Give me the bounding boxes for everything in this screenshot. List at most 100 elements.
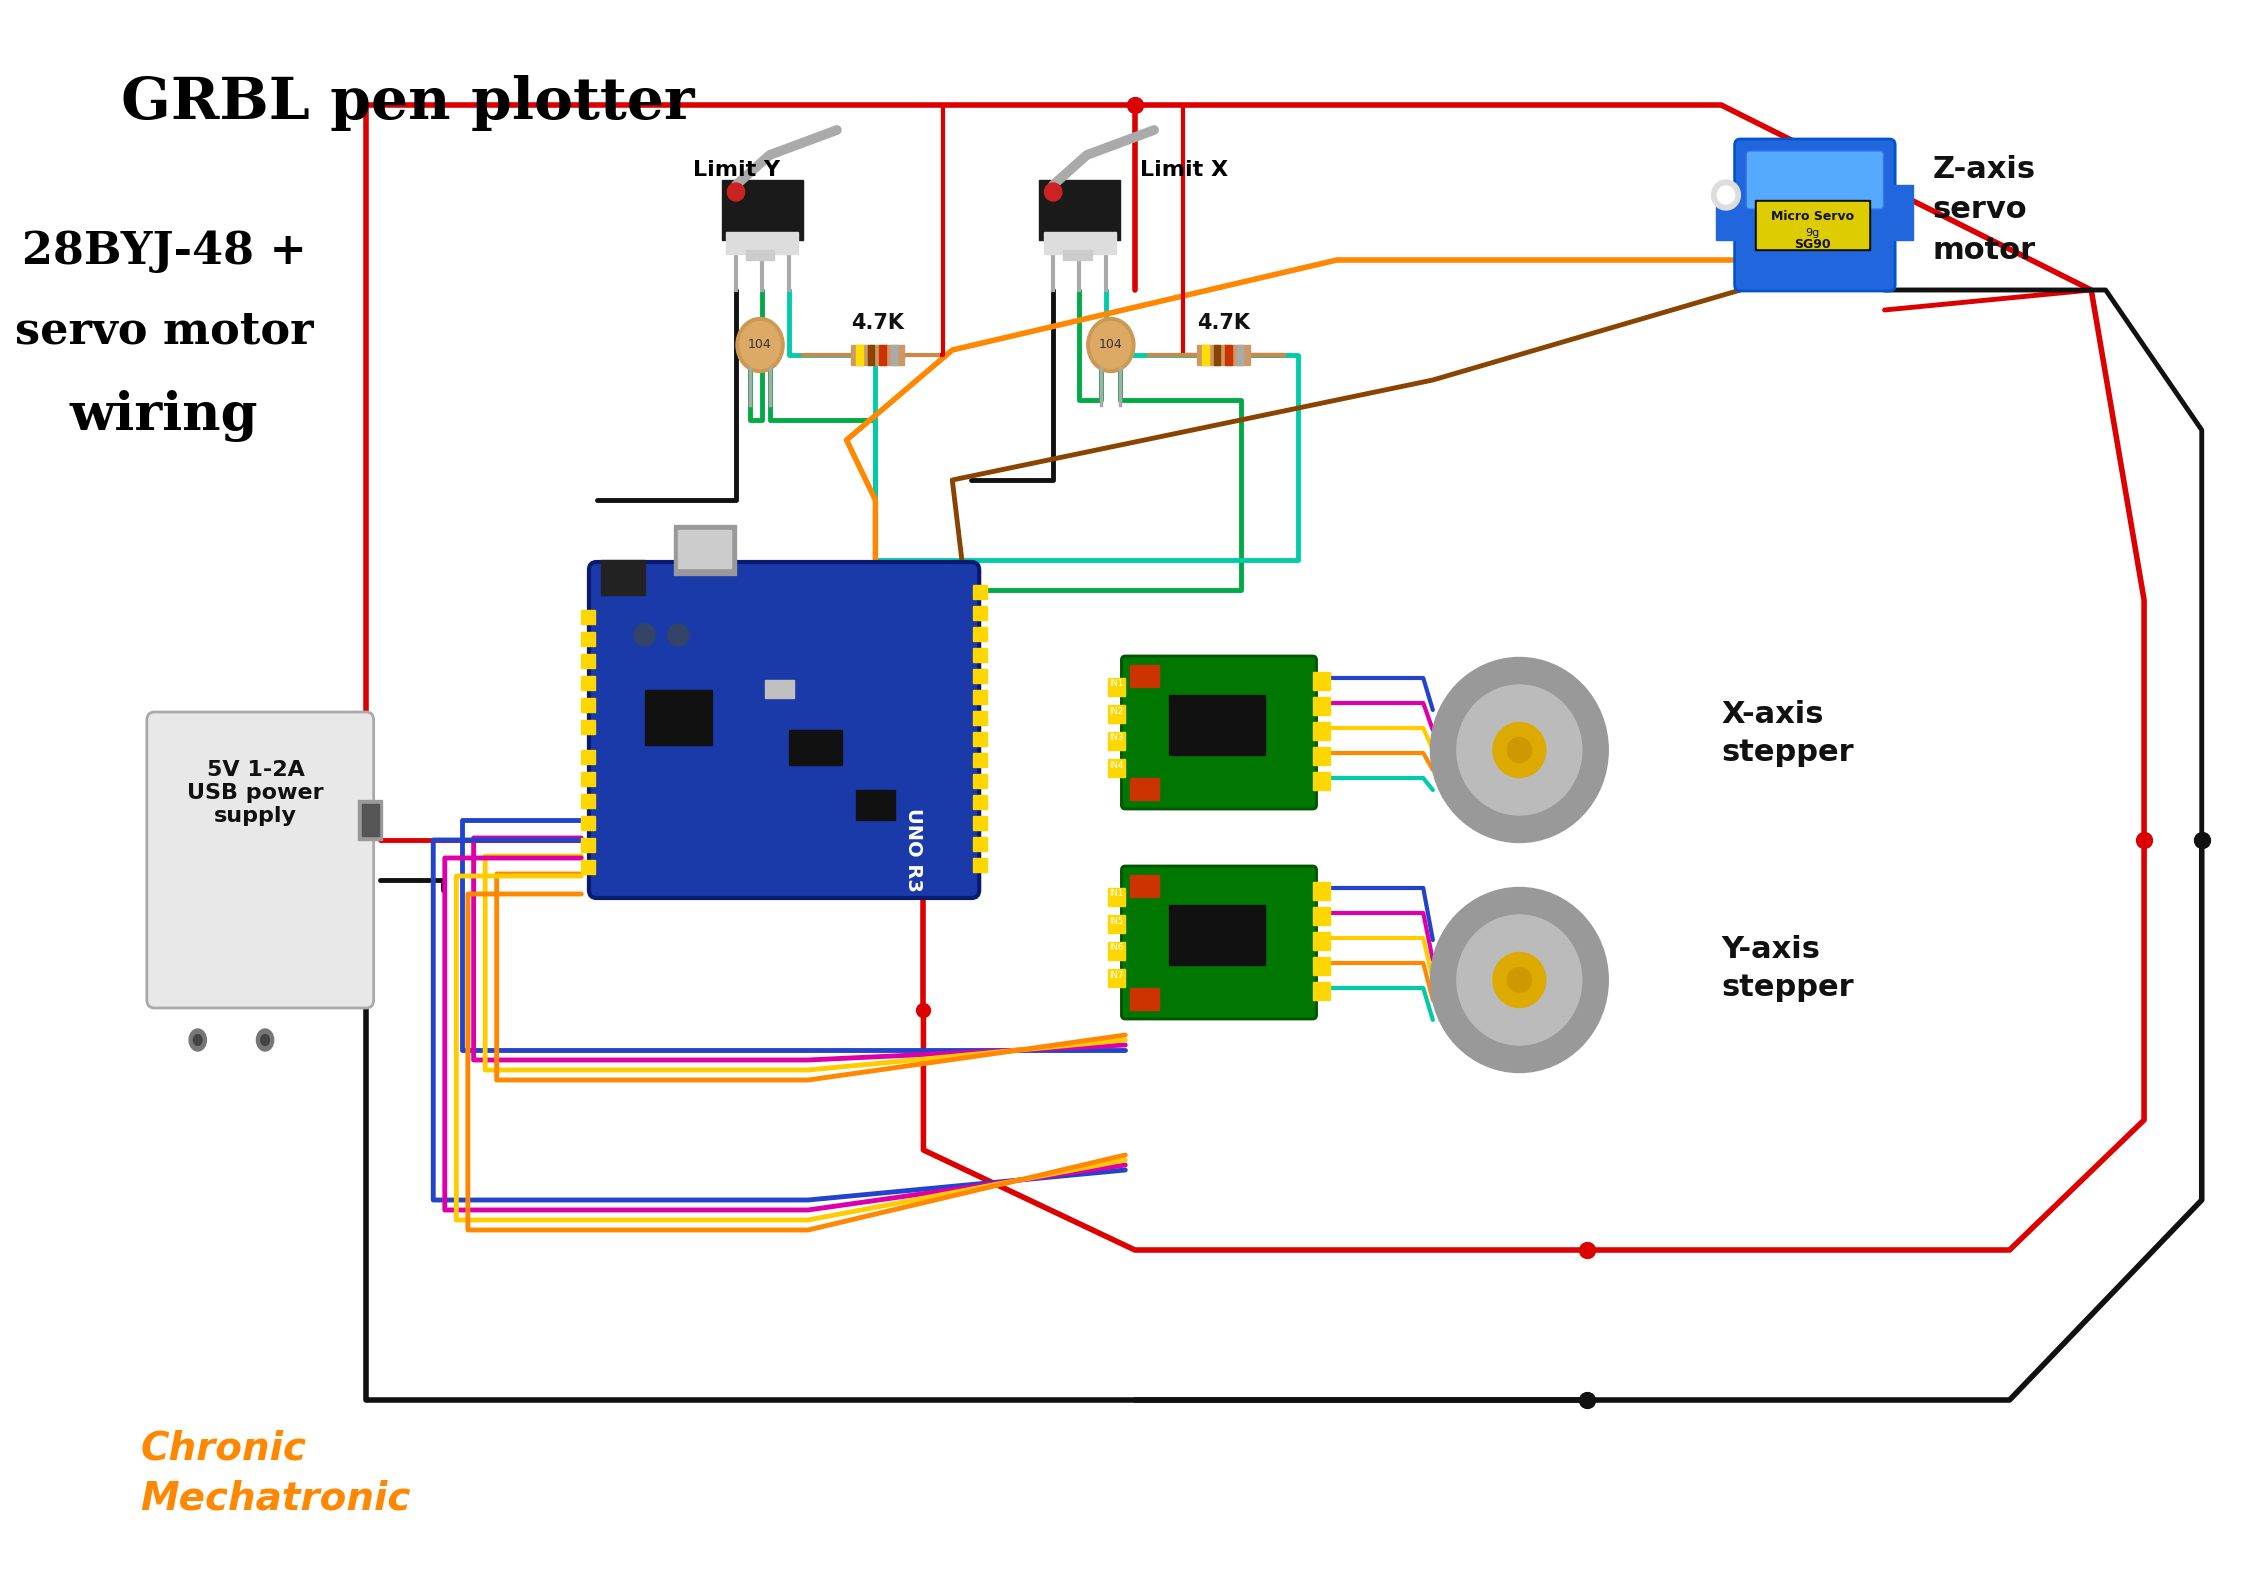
- Bar: [1170, 905, 1264, 965]
- Ellipse shape: [633, 624, 656, 646]
- Text: IN3: IN3: [1109, 733, 1125, 743]
- Point: [2184, 827, 2220, 852]
- Point: [2126, 827, 2162, 852]
- Bar: [1129, 874, 1158, 897]
- Bar: [581, 860, 595, 874]
- Point: [905, 997, 941, 1022]
- Bar: [1313, 747, 1329, 765]
- Bar: [788, 730, 842, 765]
- Ellipse shape: [256, 1028, 274, 1051]
- Bar: [581, 838, 595, 852]
- Bar: [581, 751, 595, 763]
- Bar: [1201, 344, 1208, 365]
- Text: IN1: IN1: [1109, 679, 1125, 689]
- Bar: [1313, 932, 1329, 951]
- Bar: [581, 794, 595, 808]
- Bar: [1313, 722, 1329, 740]
- Ellipse shape: [741, 322, 781, 368]
- Text: IN6: IN6: [1109, 944, 1125, 952]
- Bar: [880, 344, 887, 365]
- Bar: [1109, 970, 1125, 987]
- Text: Mechatronic: Mechatronic: [139, 1481, 411, 1519]
- Bar: [581, 816, 595, 830]
- Bar: [581, 698, 595, 713]
- Text: servo motor: servo motor: [16, 309, 314, 352]
- Bar: [1884, 186, 1913, 240]
- FancyBboxPatch shape: [1122, 655, 1316, 809]
- Point: [1118, 92, 1154, 117]
- Bar: [974, 711, 988, 725]
- Bar: [974, 752, 988, 767]
- Bar: [1170, 695, 1264, 755]
- Bar: [1109, 759, 1125, 778]
- Bar: [678, 530, 732, 568]
- Text: 9g: 9g: [1805, 229, 1821, 238]
- Bar: [1109, 916, 1125, 933]
- Circle shape: [727, 183, 745, 202]
- Bar: [1109, 889, 1125, 906]
- Bar: [855, 790, 894, 820]
- Ellipse shape: [1717, 186, 1735, 205]
- Text: Limit Y: Limit Y: [694, 160, 779, 179]
- Bar: [1062, 251, 1091, 260]
- Ellipse shape: [1711, 179, 1740, 209]
- Bar: [1313, 771, 1329, 790]
- Bar: [581, 632, 595, 646]
- Text: IN2: IN2: [1109, 706, 1125, 716]
- Ellipse shape: [1506, 968, 1531, 992]
- Bar: [1313, 882, 1329, 900]
- Circle shape: [1044, 183, 1062, 202]
- Text: 28BYJ-48 +: 28BYJ-48 +: [22, 230, 308, 273]
- Ellipse shape: [1091, 322, 1131, 368]
- Text: 104: 104: [748, 338, 772, 351]
- Text: 4.7K: 4.7K: [1197, 313, 1250, 333]
- FancyBboxPatch shape: [1122, 867, 1316, 1019]
- Ellipse shape: [1493, 952, 1547, 1008]
- Bar: [1313, 671, 1329, 690]
- Bar: [644, 690, 712, 744]
- Text: wiring: wiring: [70, 390, 258, 443]
- Ellipse shape: [1087, 317, 1136, 373]
- Ellipse shape: [260, 1035, 269, 1046]
- Bar: [766, 679, 795, 698]
- Bar: [361, 805, 379, 836]
- Bar: [974, 627, 988, 641]
- Bar: [1237, 344, 1244, 365]
- Ellipse shape: [1457, 916, 1583, 1044]
- Text: Chronic: Chronic: [139, 1430, 305, 1468]
- Bar: [581, 654, 595, 668]
- Bar: [581, 771, 595, 786]
- Point: [1569, 1387, 1605, 1412]
- Bar: [581, 676, 595, 690]
- Text: UNO R3: UNO R3: [905, 808, 923, 892]
- Bar: [727, 232, 799, 254]
- Bar: [1109, 943, 1125, 960]
- FancyBboxPatch shape: [146, 713, 373, 1008]
- Bar: [974, 732, 988, 746]
- Text: Micro Servo: Micro Servo: [1771, 211, 1854, 224]
- Bar: [974, 774, 988, 789]
- FancyBboxPatch shape: [588, 562, 979, 898]
- Point: [2184, 827, 2220, 852]
- Ellipse shape: [667, 624, 689, 646]
- Ellipse shape: [1506, 738, 1531, 762]
- Text: X-axis
stepper: X-axis stepper: [1722, 700, 1854, 767]
- Bar: [674, 525, 736, 574]
- Bar: [1129, 989, 1158, 1009]
- Bar: [1129, 778, 1158, 800]
- Ellipse shape: [1457, 686, 1583, 816]
- Point: [1569, 1387, 1605, 1412]
- Bar: [1109, 732, 1125, 751]
- Bar: [1226, 344, 1233, 365]
- Text: 4.7K: 4.7K: [851, 313, 905, 333]
- Bar: [359, 800, 382, 840]
- Bar: [1109, 678, 1125, 697]
- Bar: [851, 344, 905, 365]
- Bar: [974, 647, 988, 662]
- Bar: [1044, 232, 1116, 254]
- Bar: [745, 251, 775, 260]
- Bar: [867, 344, 873, 365]
- Text: SG90: SG90: [1794, 238, 1832, 251]
- Text: 104: 104: [1100, 338, 1122, 351]
- Ellipse shape: [736, 317, 784, 373]
